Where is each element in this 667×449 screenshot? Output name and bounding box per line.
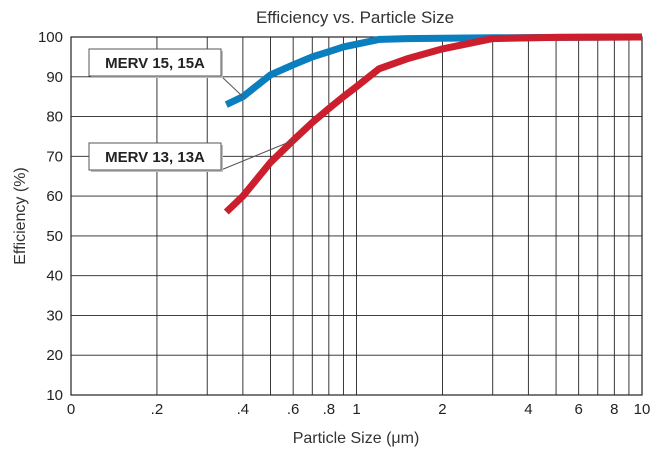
x-tick-label-3: .6 [287,401,300,418]
x-tick-label-4: .8 [323,401,336,418]
tick-labels: 0 .2 .4 .6 .8 1 2 4 6 8 10 10 20 30 40 50 60 70 80 90 100 [38,29,650,418]
series-lines [223,33,643,215]
plot-frame [70,36,643,396]
y-axis-label: Efficiency (%) [12,167,29,265]
y-tick-label-0: 10 [46,387,63,404]
x-axis-label: Particle Size (μm) [293,430,420,447]
x-tick-label-9: 8 [610,401,618,418]
series-line-0 [224,33,643,108]
x-tick-label-6: 2 [438,401,446,418]
y-tick-label-8: 90 [46,69,63,86]
y-tick-label-3: 40 [46,268,63,285]
y-tick-label-9: 100 [38,29,63,46]
x-tick-label-1: .2 [151,401,164,418]
y-tick-label-1: 20 [46,347,63,364]
x-tick-label-8: 6 [574,401,582,418]
callouts: MERV 15, 15A MERV 13, 13A [88,48,294,172]
x-tick-label-0: 0 [67,401,75,418]
y-tick-label-7: 80 [46,109,63,126]
y-tick-label-2: 30 [46,307,63,324]
callout-label-1: MERV 13, 13A [105,149,205,166]
y-tick-label-4: 50 [46,228,63,245]
x-tick-label-2: .4 [237,401,250,418]
x-tick-label-10: 10 [634,401,651,418]
callout-box-0 [88,48,222,77]
callout-leader-1 [220,139,294,171]
y-tick-label-5: 60 [46,188,63,205]
x-tick-label-5: 1 [352,401,360,418]
x-tick-label-7: 4 [524,401,532,418]
y-tick-label-6: 70 [46,148,63,165]
chart-title: Efficiency vs. Particle Size [256,8,454,27]
callout-label-0: MERV 15, 15A [105,55,205,72]
callout-box-1 [88,142,222,171]
callout-leader-0 [220,75,244,98]
series-line-1 [223,33,643,215]
